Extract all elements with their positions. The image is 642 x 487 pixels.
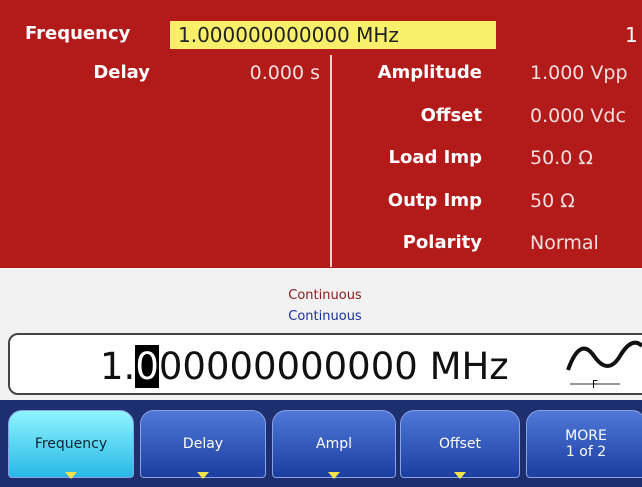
arrow bbox=[197, 472, 209, 479]
softkey-label: MORE bbox=[565, 428, 607, 444]
status-line: Continuous bbox=[288, 288, 362, 303]
softkey[interactable]: Frequency bbox=[8, 410, 134, 479]
softkey-label: Frequency bbox=[34, 436, 108, 452]
status-line: Continuous bbox=[288, 309, 362, 324]
settings-panel: Frequency 1.000000000000 MHz 1 Delay 0.00… bbox=[0, 0, 642, 268]
softkey-label: Delay bbox=[182, 436, 224, 452]
softkey[interactable]: Delay bbox=[140, 410, 266, 479]
header-value: 1.000000000000 MHz bbox=[170, 21, 496, 49]
param-label: Load Imp bbox=[388, 147, 482, 168]
arrow bbox=[65, 472, 77, 479]
header-label: Frequency bbox=[25, 23, 131, 44]
wave-icon: F bbox=[566, 340, 642, 391]
entry-text: 1.000000000000 MHz bbox=[100, 345, 509, 388]
entry-before: 1. bbox=[100, 345, 136, 388]
param-value: 0.000 Vdc bbox=[530, 104, 626, 127]
softkey[interactable]: MORE 1 of 2 bbox=[526, 410, 642, 478]
softkey[interactable]: Offset bbox=[400, 410, 520, 479]
period-label: F bbox=[592, 378, 598, 391]
arrow bbox=[328, 472, 340, 479]
divider bbox=[330, 55, 332, 267]
param-value: 0.000 s bbox=[249, 62, 320, 84]
softkey-label: Ampl bbox=[316, 436, 352, 452]
param-value: Normal bbox=[530, 232, 599, 254]
param-value: 50 Ω bbox=[530, 189, 575, 212]
softkey-label: 1 of 2 bbox=[565, 444, 607, 460]
param-label: Polarity bbox=[402, 232, 482, 253]
wave bbox=[566, 340, 642, 371]
param-label: Amplitude bbox=[377, 62, 482, 83]
param-label: Outp Imp bbox=[387, 189, 482, 211]
param-label: Offset bbox=[420, 104, 482, 126]
arrow bbox=[454, 472, 466, 479]
softkey-label: Offset bbox=[438, 436, 482, 452]
param-label: Delay bbox=[93, 62, 150, 83]
softkey[interactable]: Ampl bbox=[272, 410, 396, 479]
channel: 1 bbox=[625, 23, 638, 47]
param-value: 50.0 Ω bbox=[530, 147, 593, 169]
entry-box bbox=[8, 333, 642, 395]
entry-after: 00000000000 MHz bbox=[158, 345, 509, 388]
param-value: 1.000 Vpp bbox=[530, 62, 628, 84]
cursor-digit: 0 bbox=[135, 345, 159, 388]
